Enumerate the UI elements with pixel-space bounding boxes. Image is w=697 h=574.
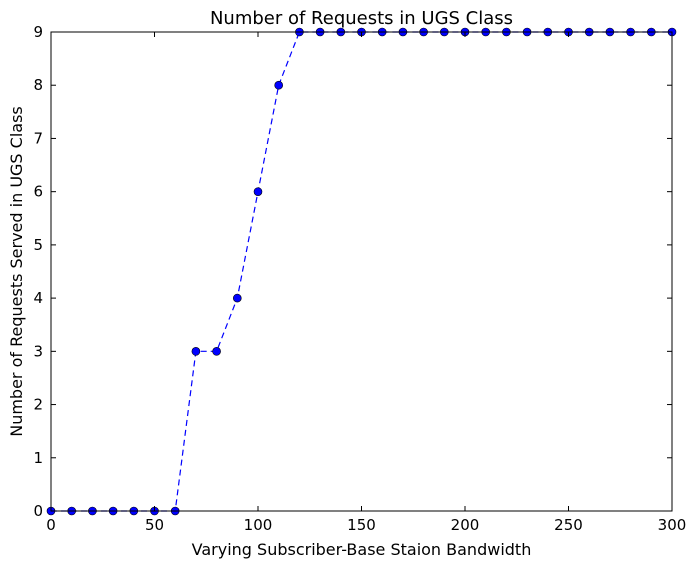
- x-tick-label: 200: [451, 516, 480, 534]
- x-tick-label: 250: [554, 516, 583, 534]
- series-line: [51, 31, 672, 512]
- y-tick-label: 6: [33, 183, 43, 201]
- chart-title: Number of Requests in UGS Class: [210, 8, 513, 29]
- y-tick-label: 8: [33, 76, 43, 94]
- y-axis-label: Number of Requests Served in UGS Class: [7, 106, 26, 437]
- y-tick-label: 7: [33, 129, 43, 147]
- data-point: [191, 347, 201, 356]
- x-axis-label: Varying Subscriber-Base Staion Bandwidth: [192, 540, 532, 559]
- data-point: [212, 347, 221, 356]
- plot-area: [46, 27, 677, 516]
- x-tick-label: 0: [46, 516, 56, 534]
- plot-frame: [50, 31, 673, 512]
- y-tick-label: 1: [33, 449, 43, 467]
- x-tick-label: 150: [347, 516, 376, 534]
- data-point: [233, 293, 242, 303]
- y-tick-label: 2: [33, 396, 43, 414]
- y-tick-label: 4: [33, 289, 43, 307]
- x-tick-label: 300: [658, 516, 687, 534]
- y-tick-label: 0: [33, 502, 43, 520]
- y-tick-label: 5: [33, 236, 43, 254]
- y-tick-label: 9: [33, 23, 43, 41]
- y-tick-label: 3: [33, 342, 43, 360]
- data-point: [253, 187, 263, 196]
- data-point: [274, 80, 284, 90]
- x-tick-label: 50: [145, 516, 164, 534]
- axes: 0 50 100 150 200 250 300 0 1 2 3 4 5 6 7 8 9: [33, 23, 686, 534]
- x-tick-label: 100: [244, 516, 273, 534]
